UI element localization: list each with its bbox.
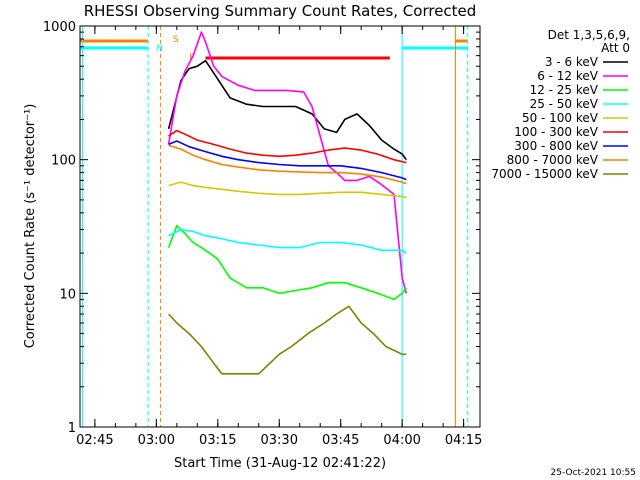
series-line-3 xyxy=(168,228,407,254)
legend-label: 3 - 6 keV xyxy=(545,55,599,69)
y-axis-label: Corrected Count Rate (s⁻¹ detector⁻¹) xyxy=(23,104,38,349)
legend-label: 12 - 25 keV xyxy=(530,83,599,97)
x-tick-label: 03:00 xyxy=(138,433,175,448)
series-line-5 xyxy=(168,129,407,164)
legend-title-line-1: Det 1,3,5,6,9, xyxy=(548,28,630,42)
y-tick-label: 10 xyxy=(59,287,76,302)
series-line-0 xyxy=(167,59,407,161)
series-line-1 xyxy=(167,31,408,294)
series-line-6 xyxy=(168,140,407,181)
chart-title: RHESSI Observing Summary Count Rates, Co… xyxy=(84,2,477,20)
footer-date: 25-Oct-2021 10:55 xyxy=(551,468,636,478)
series-line-7 xyxy=(168,144,407,185)
x-tick-label: 03:45 xyxy=(322,433,359,448)
x-tick-label: 02:45 xyxy=(76,433,113,448)
legend-label: 7000 - 15000 keV xyxy=(491,167,598,181)
axis-layer: 02:45 03:00 03:15 03:30 03:45 04:00 04:15 1 10 10… xyxy=(43,20,482,448)
legend-label: 50 - 100 keV xyxy=(522,111,599,125)
x-tick-label: 04:00 xyxy=(383,433,420,448)
legend-label: 25 - 50 keV xyxy=(530,97,599,111)
y-tick-label: 1000 xyxy=(43,20,76,35)
series-line-4 xyxy=(168,181,407,199)
y-tick-label: 1 xyxy=(68,421,76,436)
legend-title-line-2: Att 0 xyxy=(601,41,630,55)
x-tick-label: 03:30 xyxy=(261,433,298,448)
flag-label-n: N xyxy=(156,44,163,54)
series-line-8 xyxy=(168,305,407,375)
x-tick-label: 04:15 xyxy=(445,433,482,448)
legend-label: 800 - 7000 keV xyxy=(507,153,599,167)
flag-layer: SFN xyxy=(80,26,469,427)
series-line-2 xyxy=(167,225,407,301)
y-tick-label: 100 xyxy=(51,154,76,169)
series-layer xyxy=(167,31,408,375)
flag-label-s: S xyxy=(173,35,179,45)
legend-label: 100 - 300 keV xyxy=(514,125,598,139)
plot-frame xyxy=(79,25,481,428)
x-axis-label: Start Time (31-Aug-12 02:41:22) xyxy=(174,456,386,471)
x-tick-label: 03:15 xyxy=(199,433,236,448)
plot-area: SFN 02:45 03:00 03:15 03:30 03:45 04:00 04:15 1… xyxy=(43,20,482,448)
legend-label: 300 - 800 keV xyxy=(514,139,598,153)
legend-label: 6 - 12 keV xyxy=(537,69,599,83)
